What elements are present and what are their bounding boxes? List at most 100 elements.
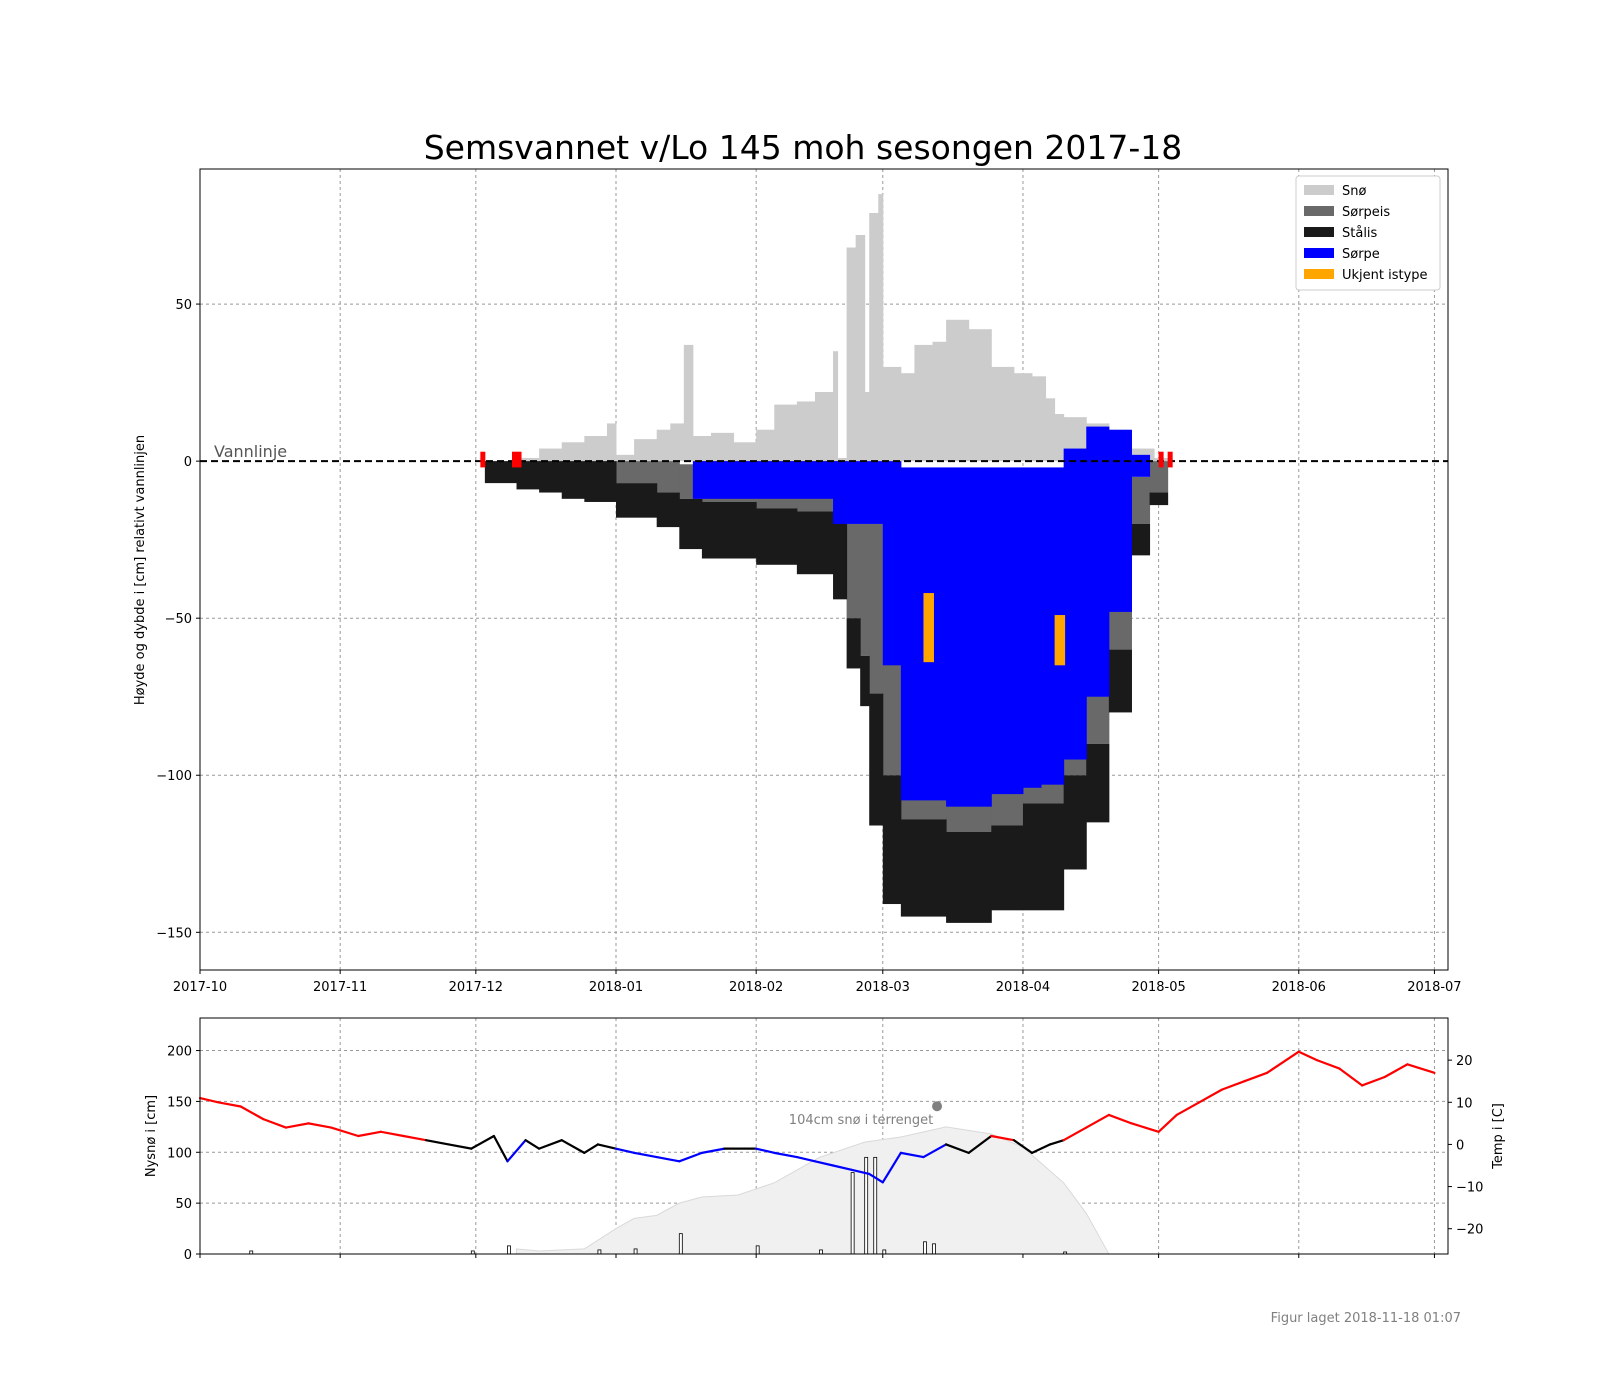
- temperature-segment: [1220, 1080, 1246, 1091]
- layer-sørpe: [882, 461, 902, 666]
- temperature-segment: [1297, 1050, 1318, 1062]
- layer-stålis: [756, 508, 798, 565]
- ice-free-marker: [512, 451, 517, 468]
- temperature-segment: [379, 1130, 405, 1138]
- layer-stålis: [860, 655, 870, 707]
- layer-sørpe: [1086, 426, 1110, 697]
- new-snow-bar: [882, 1249, 887, 1255]
- layer-snø: [882, 366, 902, 462]
- legend-swatch: [1304, 248, 1334, 258]
- temperature-segment: [307, 1122, 333, 1129]
- temperature-segment: [492, 1134, 509, 1163]
- xtick-label: 2018-07: [1407, 980, 1461, 995]
- layer-stålis: [1149, 492, 1169, 506]
- temperature-segment: [614, 1147, 636, 1154]
- layer-snø: [837, 457, 848, 462]
- ytick-label: −100: [156, 769, 192, 784]
- temperature-segment: [1062, 1126, 1088, 1142]
- layer-stålis: [1063, 775, 1087, 870]
- temperature-segment: [560, 1139, 586, 1154]
- temperature-segment: [881, 1151, 902, 1184]
- temperature-segment: [583, 1143, 600, 1154]
- new-snow-bar: [932, 1243, 936, 1255]
- new-snow-bar: [819, 1249, 823, 1255]
- chart-title: Semsvannet v/Lo 145 moh sesongen 2017-18: [424, 128, 1183, 167]
- temperature-segment: [330, 1126, 360, 1138]
- layer-stålis: [846, 618, 861, 669]
- main-x-ticks: 2017-10 2017-11 2017-12 2018-01 2018-02 2018-…: [173, 970, 1462, 995]
- bottom-ytick-label: 150: [167, 1095, 192, 1110]
- bottom-series: 104cm snø i terrenget: [198, 1050, 1436, 1255]
- temperature-segment: [262, 1118, 288, 1129]
- layer-snø: [584, 436, 608, 462]
- layer-sørpeis: [1149, 461, 1169, 493]
- layer-stålis: [1108, 649, 1132, 713]
- layer-snø: [670, 423, 680, 462]
- layer-stålis: [484, 461, 518, 484]
- bottom-y2tick-label: −10: [1456, 1181, 1483, 1196]
- layer-snø: [946, 319, 970, 462]
- layer-stålis: [900, 819, 947, 917]
- bottom-ytick-label: 0: [184, 1248, 192, 1263]
- new-snow-bar: [633, 1248, 638, 1255]
- temperature-segment: [447, 1143, 473, 1150]
- temperature-segment: [850, 1168, 871, 1176]
- temperature-segment: [524, 1139, 541, 1150]
- ytick-label: 50: [175, 298, 192, 313]
- ice-free-marker: [516, 451, 522, 468]
- layer-snø: [833, 351, 839, 462]
- layer-snø: [991, 366, 1015, 462]
- layer-snø: [683, 344, 694, 462]
- layer-stålis: [679, 498, 703, 550]
- layer-sørpe: [833, 461, 848, 524]
- layer-snø: [1013, 373, 1033, 462]
- layer-snø: [914, 344, 934, 462]
- temperature-segment: [357, 1130, 382, 1138]
- layer-sørpeis: [656, 461, 680, 493]
- temperature-segment: [1157, 1113, 1178, 1133]
- temperature-segment: [1338, 1067, 1364, 1087]
- legend-box: [1295, 175, 1441, 291]
- new-snow-bar: [507, 1245, 511, 1255]
- temperature-segment: [773, 1151, 798, 1159]
- bottom-y2tick-label: 10: [1456, 1096, 1473, 1111]
- legend-label: Sørpe: [1342, 247, 1380, 262]
- temperature-segment: [596, 1143, 618, 1150]
- ytick-label: −150: [156, 926, 192, 941]
- layer-sørpeis: [616, 461, 658, 484]
- temperature-segment: [538, 1139, 563, 1150]
- layer-snø: [656, 429, 671, 462]
- xtick-label: 2018-04: [996, 980, 1050, 995]
- layer-sørpe: [946, 467, 992, 807]
- temperature-segment: [1175, 1101, 1201, 1117]
- temperature-segment: [402, 1134, 428, 1142]
- temperature-segment: [755, 1147, 776, 1154]
- temperature-segment: [922, 1143, 948, 1159]
- xtick-label: 2017-11: [313, 980, 367, 995]
- layer-sørpeis: [1131, 476, 1151, 524]
- layer-snø: [900, 373, 915, 462]
- temperature-segment: [1198, 1088, 1224, 1104]
- main-y-axis-label: Høyde og dybde i [cm] relativt vannlinje…: [133, 435, 148, 705]
- layer-snø: [692, 436, 712, 462]
- layer-stålis: [946, 831, 992, 923]
- temperature-segment: [506, 1139, 527, 1163]
- temperature-segment: [1360, 1075, 1386, 1087]
- layer-sørpeis: [860, 523, 870, 656]
- temperature-segment: [1266, 1050, 1300, 1074]
- temperature-segment: [1315, 1059, 1341, 1070]
- bottom-ytick-label: 50: [175, 1197, 192, 1212]
- new-snow-bar: [597, 1249, 602, 1255]
- temperature-segment: [700, 1147, 726, 1154]
- layer-snø: [606, 423, 617, 462]
- new-snow-bar: [678, 1233, 683, 1255]
- layer-snø: [616, 454, 635, 462]
- bottom-y-ticks: 0 50 100 150 200: [167, 1045, 200, 1263]
- layer-snø: [968, 329, 992, 462]
- layer-snø: [878, 194, 884, 462]
- temperature-segment: [795, 1155, 817, 1163]
- layer-snø: [679, 423, 685, 462]
- layer-stålis: [833, 517, 848, 600]
- temperature-segment: [944, 1143, 970, 1154]
